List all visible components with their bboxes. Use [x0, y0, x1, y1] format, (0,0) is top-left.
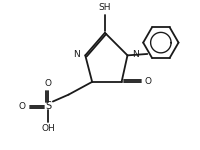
Text: SH: SH: [99, 3, 111, 12]
Text: N: N: [132, 50, 139, 59]
Text: S: S: [45, 101, 51, 111]
Text: N: N: [74, 50, 80, 59]
Text: O: O: [145, 77, 152, 86]
Text: OH: OH: [41, 124, 55, 134]
Text: O: O: [19, 102, 26, 111]
Text: O: O: [44, 79, 51, 88]
